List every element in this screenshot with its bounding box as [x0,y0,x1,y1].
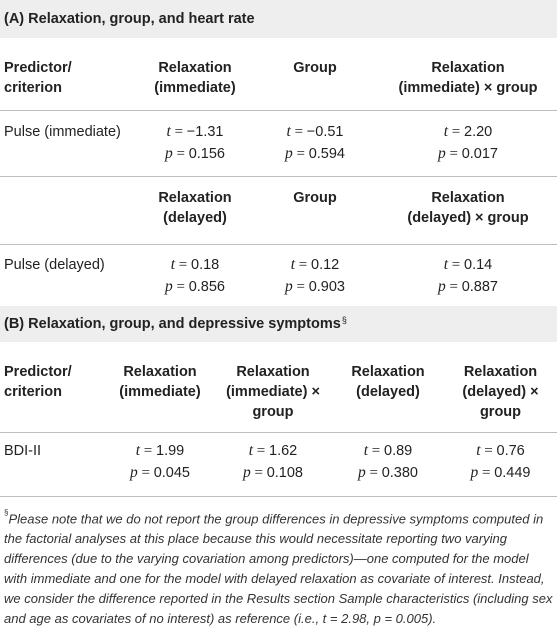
stat-cell: p = 0.903 [284,278,345,295]
stat-cell: p = 0.449 [470,464,531,481]
row-label-pulse-immediate: Pulse (immediate) [4,124,121,140]
divider [0,110,557,111]
footnote-text: Please note that we do not report the gr… [4,511,553,627]
stat-cell: p = 0.887 [437,278,498,295]
divider [0,244,557,245]
header-relaxation-immediate: Relaxation (immediate) [154,60,236,96]
stat-cell: t = −1.31 [166,123,224,140]
section-mark: § [341,315,347,325]
stat-cell: p = 0.108 [242,464,303,481]
section-b-title-text: (B) Relaxation, group, and depressive sy… [4,316,341,332]
header-interaction-immediate: Relaxation (immediate) × group [398,60,538,96]
header-interaction-delayed: Relaxation (delayed) × group [407,190,529,226]
divider [0,176,557,177]
divider [0,496,557,497]
header-relaxation-delayed: Relaxation (delayed) [351,364,425,400]
header-interaction-immediate: Relaxation (immediate) × group [226,364,320,420]
section-a-title-text: (A) Relaxation, group, and heart rate [4,11,255,27]
header-relaxation-delayed: Relaxation (delayed) [158,190,232,226]
stat-cell: t = 0.18 [170,256,220,273]
header-group: Group [293,60,337,76]
stat-cell: t = 0.76 [476,442,525,459]
row-label-pulse-delayed: Pulse (delayed) [4,257,105,273]
stat-cell: t = 0.12 [290,256,340,273]
header-interaction-delayed: Relaxation (delayed) × group [462,364,539,420]
stat-cell: t = 1.62 [248,442,298,459]
stat-cell: t = 0.14 [443,256,493,273]
header-group: Group [293,190,337,206]
stat-cell: p = 0.380 [357,464,418,481]
header-predictor: Predictor/ criterion [4,60,72,96]
section-b-title: (B) Relaxation, group, and depressive sy… [0,306,557,342]
divider [0,432,557,433]
stat-cell: t = 0.89 [363,442,413,459]
stat-cell: p = 0.045 [129,464,190,481]
section-a-title: (A) Relaxation, group, and heart rate [0,0,557,38]
stat-cell: p = 0.856 [164,278,225,295]
stat-cell: p = 0.017 [437,145,498,162]
row-label-bdi: BDI-II [4,443,42,459]
stat-cell: t = 2.20 [443,123,493,140]
footnote: §Please note that we do not report the g… [4,506,553,629]
stat-cell: t = −0.51 [286,123,344,140]
stat-cell: p = 0.594 [284,145,345,162]
stat-cell: p = 0.156 [164,145,225,162]
header-relaxation-immediate: Relaxation (immediate) [119,364,201,400]
footnote-mark: § [4,508,9,517]
header-predictor: Predictor/ criterion [4,364,72,400]
stat-cell: t = 1.99 [135,442,185,459]
